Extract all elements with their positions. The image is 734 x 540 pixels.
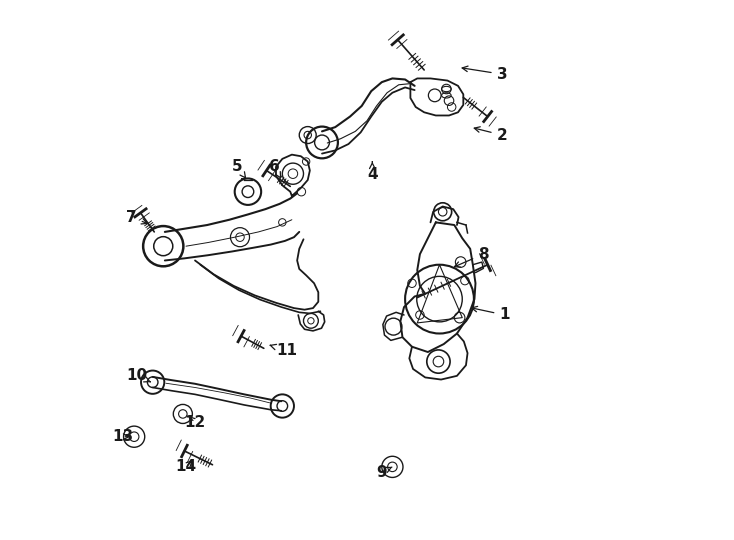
Text: 7: 7: [126, 210, 148, 225]
Text: 2: 2: [474, 127, 507, 143]
Text: 1: 1: [472, 306, 510, 322]
Text: 13: 13: [112, 429, 133, 444]
Text: 3: 3: [462, 66, 507, 82]
Text: 6: 6: [269, 159, 280, 178]
Text: 11: 11: [270, 343, 297, 358]
Text: 9: 9: [376, 464, 392, 480]
Text: 5: 5: [232, 159, 246, 178]
Text: 4: 4: [367, 161, 377, 182]
Text: 14: 14: [175, 460, 197, 474]
Text: 8: 8: [454, 247, 489, 267]
Text: 12: 12: [184, 415, 206, 430]
Text: 10: 10: [126, 368, 150, 383]
